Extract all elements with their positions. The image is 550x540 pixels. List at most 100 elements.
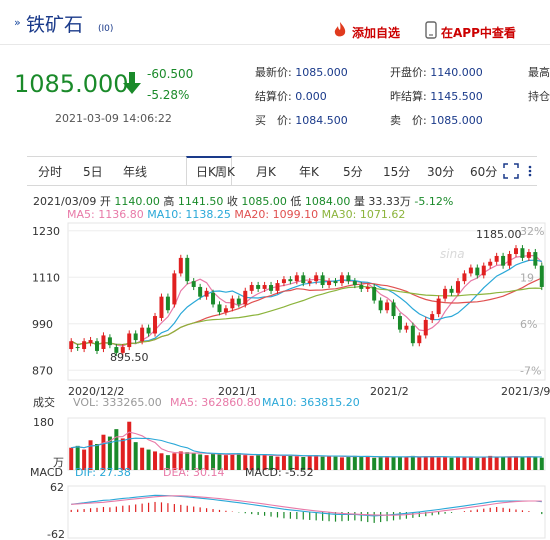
volume-bar <box>204 455 209 470</box>
volume-bar <box>75 445 80 470</box>
contract-code: (I0) <box>98 24 114 34</box>
candle-body <box>82 341 87 349</box>
field-open-interest: 持仓 <box>528 90 550 103</box>
candle-body <box>256 285 261 289</box>
volume-bar <box>185 452 190 470</box>
tab-daily-k[interactable]: 日K <box>196 165 216 179</box>
candle-body <box>533 252 538 266</box>
volume-bar <box>294 456 299 470</box>
macd-dea: DEA: 30.14 <box>163 466 224 479</box>
volume-bar <box>423 456 428 470</box>
volume-bar <box>101 434 106 470</box>
ma-legend-3: MA30: 1071.62 <box>318 208 406 221</box>
field-latest: 最新价: 1085.000 <box>255 66 348 79</box>
tab-15min[interactable]: 15分 <box>383 165 411 179</box>
candle-info-row: 2021/03/09 开 1140.00 高 1141.50 收 1085.00… <box>33 193 453 209</box>
candle-body <box>359 285 364 289</box>
candle-body <box>455 281 460 293</box>
candle-body <box>391 302 396 317</box>
volume-ma5: MA5: 362860.80 <box>170 396 261 409</box>
tab-minute[interactable]: 分时 <box>38 165 63 179</box>
volume-bar <box>307 455 312 470</box>
view-in-app-button[interactable]: 在APP中查看 <box>441 26 516 40</box>
candle-body <box>378 300 383 311</box>
down-arrow-icon <box>123 72 141 94</box>
candle-body <box>333 281 338 284</box>
field-ask: 卖 价: 1085.000 <box>390 114 483 127</box>
candle-body <box>191 281 196 287</box>
kline-chart[interactable]: 1230 32% 1110 19 990 6% 870 -7% sina 1185.00 895.5… <box>0 218 550 540</box>
fullscreen-icon[interactable] <box>503 163 519 179</box>
tab-weekly-k[interactable]: 周K <box>215 165 235 179</box>
candle-body <box>159 296 164 318</box>
volume-bar <box>339 457 344 470</box>
candle-body <box>410 325 415 344</box>
volume-bar <box>211 453 216 470</box>
more-icon[interactable] <box>525 165 535 177</box>
candle-body <box>385 302 390 311</box>
volume-bar <box>378 457 383 470</box>
field-prev-settlement: 昨结算: 1145.500 <box>390 90 483 103</box>
candle-body <box>95 341 100 351</box>
volume-bar <box>256 455 261 470</box>
candle-body <box>294 275 299 282</box>
volume-bar <box>462 457 467 470</box>
candle-body <box>249 285 254 291</box>
page-header <box>0 0 550 45</box>
tab-30min[interactable]: 30分 <box>427 165 455 179</box>
price-panel-frame <box>67 222 546 381</box>
candle-body <box>288 279 293 282</box>
macd-bottom-tick: -62 <box>47 528 65 540</box>
candle-body <box>513 248 518 255</box>
candle-body <box>475 267 480 276</box>
tab-60min[interactable]: 60分 <box>470 165 498 179</box>
volume-bar <box>449 457 454 470</box>
candle-body <box>339 275 344 284</box>
tab-yearly-k[interactable]: 年K <box>299 165 319 179</box>
info-segment-11: -5.12% <box>410 195 454 208</box>
volume-value: VOL: 333265.00 <box>73 396 162 409</box>
volume-bar <box>397 456 402 470</box>
candle-body <box>501 255 506 266</box>
add-favorite-button[interactable]: 添加自选 <box>352 26 401 40</box>
title-marker-icon: » <box>14 16 21 29</box>
tab-monthly-k[interactable]: 月K <box>256 165 276 179</box>
candle-body <box>165 296 170 311</box>
volume-bar <box>88 440 93 470</box>
candle-body <box>236 298 241 305</box>
candle-body <box>488 261 493 266</box>
volume-bar <box>333 456 338 470</box>
candle-body <box>223 308 228 313</box>
macd-dif: DIF: 27.38 <box>75 466 131 479</box>
active-tab-indicator <box>186 156 232 185</box>
volume-bar <box>475 457 480 470</box>
candle-body <box>352 281 357 286</box>
candle-body <box>198 286 203 297</box>
candle-body <box>75 347 80 349</box>
volume-bar <box>520 457 525 470</box>
fire-icon <box>334 22 346 37</box>
volume-bar <box>513 456 518 470</box>
tab-5min[interactable]: 5分 <box>343 165 363 179</box>
tab-year-line[interactable]: 年线 <box>123 165 148 179</box>
candle-body <box>262 285 267 289</box>
candle-body <box>327 281 332 286</box>
volume-bottom-tick: 万 <box>53 456 64 469</box>
ma-legend-row: MA5: 1136.80 MA10: 1138.25 MA20: 1099.10… <box>67 208 405 221</box>
volume-bar <box>281 455 286 470</box>
candle-body <box>520 248 525 258</box>
info-segment-3: 高 <box>159 195 178 208</box>
candle-body <box>539 265 544 287</box>
macd-top-tick: 62 <box>50 481 64 494</box>
volume-bar <box>223 455 228 470</box>
volume-bar <box>372 457 377 470</box>
page-title: 铁矿石 <box>26 14 84 36</box>
tab-5day[interactable]: 5日 <box>83 165 103 179</box>
candle-body <box>301 275 306 284</box>
last-price: 1085.000 <box>14 70 129 98</box>
date-tick-label: 2021/2 <box>370 385 409 398</box>
price-tick-label: 1110 <box>32 271 60 284</box>
date-tick-label: 2021/3/9 <box>501 385 550 398</box>
candle-body <box>211 292 216 305</box>
price-tick-label: 1230 <box>32 225 60 238</box>
